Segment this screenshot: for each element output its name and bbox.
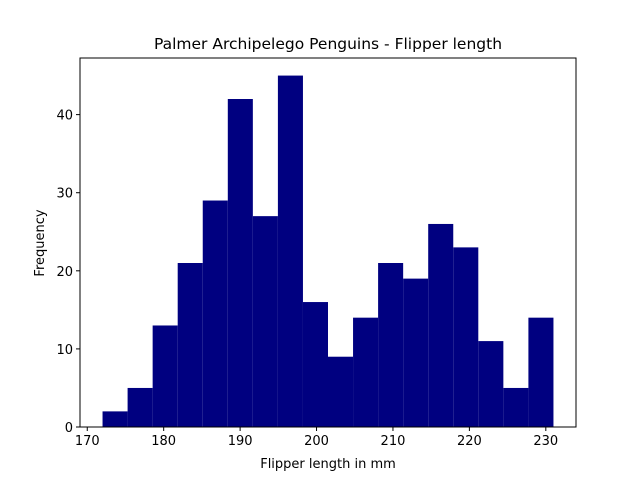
- bar: [403, 278, 429, 427]
- bar: [202, 200, 228, 427]
- bar: [302, 302, 328, 427]
- bar: [177, 263, 203, 427]
- bar: [152, 325, 178, 427]
- x-axis-label: Flipper length in mm: [260, 457, 396, 472]
- x-tick-label: 200: [304, 434, 329, 449]
- bar: [378, 263, 404, 427]
- y-tick-label: 20: [56, 265, 73, 280]
- bar: [102, 411, 128, 427]
- bar: [503, 387, 529, 427]
- bar: [328, 356, 354, 427]
- x-tick-label: 210: [381, 434, 406, 449]
- bar: [428, 223, 454, 427]
- chart-title: Palmer Archipelego Penguins - Flipper le…: [154, 35, 502, 53]
- y-tick-label: 0: [65, 421, 73, 436]
- bar: [478, 341, 504, 427]
- y-axis-label: Frequency: [33, 209, 48, 276]
- x-tick-label: 220: [457, 434, 482, 449]
- bar: [453, 247, 479, 427]
- y-tick-label: 10: [56, 343, 73, 358]
- bar: [127, 387, 153, 427]
- bar: [277, 75, 303, 428]
- y-tick-label: 30: [56, 187, 73, 202]
- x-tick-label: 190: [228, 434, 253, 449]
- y-tick-label: 40: [56, 109, 73, 124]
- x-tick-label: 180: [151, 434, 176, 449]
- x-tick-label: 230: [533, 434, 558, 449]
- bar: [252, 216, 278, 427]
- bar: [227, 99, 253, 427]
- x-tick-label: 170: [75, 434, 100, 449]
- bar: [528, 317, 554, 427]
- bar: [353, 317, 379, 427]
- axes-frame: [79, 57, 577, 428]
